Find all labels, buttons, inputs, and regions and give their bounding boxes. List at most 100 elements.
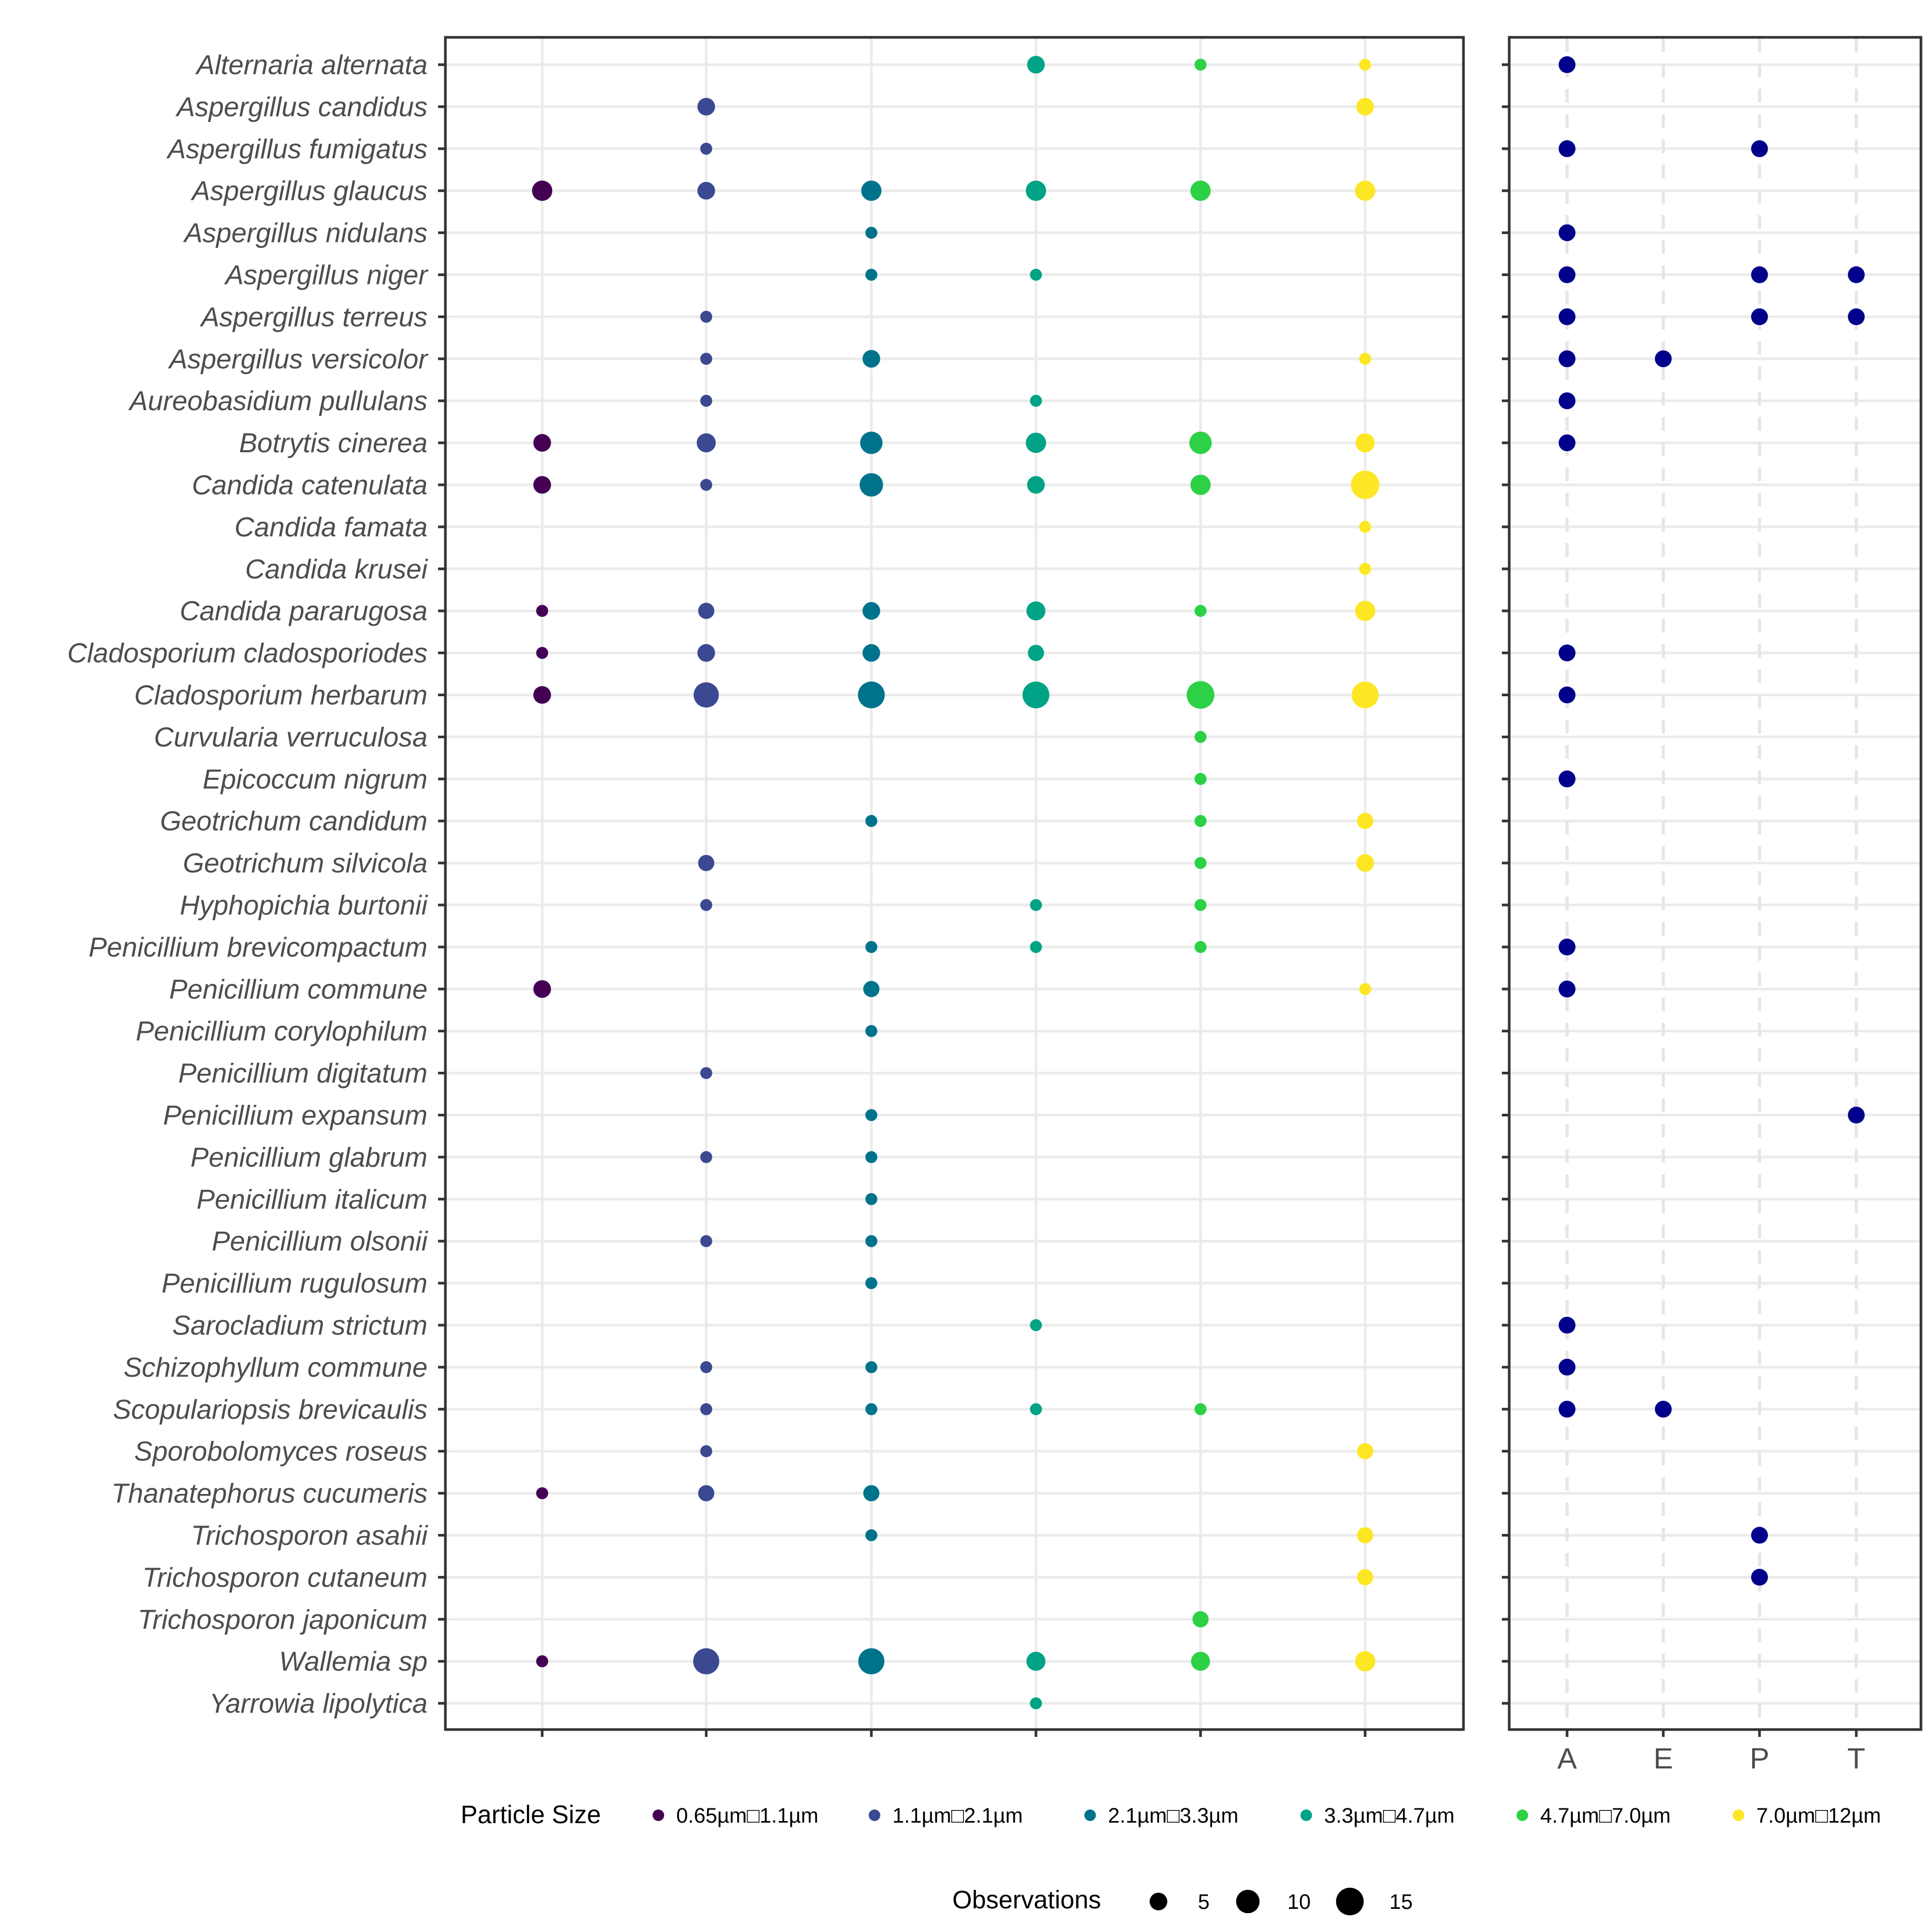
x-label-e: E xyxy=(1653,1742,1673,1775)
bubble-point xyxy=(1194,58,1207,71)
bubble-point xyxy=(1359,521,1371,533)
bubble-point xyxy=(865,1193,878,1205)
legend-color-label: 0.65µm□1.1µm xyxy=(676,1804,818,1827)
legend-color-key xyxy=(869,1809,880,1821)
bubble-point xyxy=(700,1361,713,1374)
presence-point xyxy=(1559,434,1575,452)
species-label: Penicillium commune xyxy=(169,974,428,1005)
left-axis-ticks xyxy=(438,63,1367,1737)
bubble-point xyxy=(865,815,878,827)
legend-size-label: 5 xyxy=(1198,1890,1209,1914)
species-label: Penicillium corylophilum xyxy=(136,1016,428,1047)
species-label: Botrytis cinerea xyxy=(239,428,428,459)
bubble-point xyxy=(696,433,716,453)
presence-point xyxy=(1559,56,1575,73)
species-label: Aspergillus glaucus xyxy=(190,176,428,207)
bubble-point xyxy=(1356,98,1374,116)
legend-color-key xyxy=(1084,1809,1096,1821)
species-label: Penicillium glabrum xyxy=(190,1142,428,1173)
presence-point xyxy=(1559,980,1575,998)
right-panel-border xyxy=(1508,36,1923,1731)
bubble-point xyxy=(698,603,715,619)
bubble-point xyxy=(865,941,878,953)
bubble-point xyxy=(858,682,885,708)
legend-color-label: 7.0µm□12µm xyxy=(1756,1804,1881,1827)
observations-legend-title: Observations xyxy=(952,1886,1101,1914)
species-label: Aureobasidium pullulans xyxy=(128,386,428,416)
bubble-point xyxy=(1190,180,1211,201)
presence-point xyxy=(1559,644,1575,662)
bubble-point xyxy=(862,644,880,662)
bubble-point xyxy=(1351,682,1379,708)
species-label: Curvularia verruculosa xyxy=(154,722,428,753)
presence-point xyxy=(1559,266,1575,283)
species-label: Cladosporium cladosporiodes xyxy=(67,638,428,669)
bubble-point xyxy=(1194,941,1207,953)
species-label: Aspergillus nidulans xyxy=(183,218,428,249)
bubble-point xyxy=(1357,1443,1374,1460)
bubble-point xyxy=(698,855,715,871)
species-label: Aspergillus fumigatus xyxy=(166,134,428,165)
legend-color-key xyxy=(1300,1809,1312,1821)
species-label: Penicillium brevicompactum xyxy=(89,932,428,963)
bubble-point xyxy=(860,431,883,454)
bubble-point xyxy=(536,1487,548,1500)
bubble-point xyxy=(1186,681,1215,709)
legend-color-key xyxy=(1517,1809,1528,1821)
species-label: Geotrichum silvicola xyxy=(183,848,428,879)
presence-point xyxy=(1559,1400,1575,1418)
presence-point xyxy=(1655,350,1672,368)
bubble-point xyxy=(536,605,548,617)
bubble-point xyxy=(865,1529,878,1541)
presence-point xyxy=(1751,266,1768,283)
bubble-point xyxy=(863,1485,880,1502)
species-label: Geotrichum candidum xyxy=(160,806,428,837)
bubble-point xyxy=(536,1655,548,1667)
species-label: Candida famata xyxy=(235,512,428,543)
bubble-point xyxy=(1194,772,1207,785)
species-axis-labels: Alternaria alternata Aspergillus candidus… xyxy=(67,50,429,1719)
species-label: Thanatephorus cucumeris xyxy=(111,1479,428,1509)
species-label: Alternaria alternata xyxy=(195,50,428,80)
species-label: Wallemia sp xyxy=(279,1646,428,1677)
bubble-point xyxy=(1022,682,1050,708)
species-label: Aspergillus candidus xyxy=(175,92,428,123)
bubble-point xyxy=(1189,431,1212,454)
species-label: Sarocladium strictum xyxy=(172,1310,428,1341)
bubble-point xyxy=(1357,1569,1374,1585)
bubble-point xyxy=(533,980,551,998)
bubble-point xyxy=(697,181,715,200)
presence-point xyxy=(1559,1317,1575,1334)
species-label: Penicillium rugulosum xyxy=(161,1268,428,1299)
species-label: Cladosporium herbarum xyxy=(134,680,428,711)
species-label: Penicillium expansum xyxy=(163,1101,428,1131)
bubble-point xyxy=(865,1109,878,1121)
bubble-point xyxy=(1025,432,1046,453)
left-panel-border xyxy=(444,36,1465,1731)
species-label: Trichosporon japonicum xyxy=(138,1604,428,1635)
legend-color-key xyxy=(1733,1809,1744,1821)
legend-color-label: 1.1µm□2.1µm xyxy=(892,1804,1023,1827)
species-label: Aspergillus niger xyxy=(224,260,429,291)
particle-size-legend-title: Particle Size xyxy=(461,1801,601,1829)
legend-size-key xyxy=(1336,1887,1364,1916)
bubble-point xyxy=(1357,1527,1374,1543)
x-label-t: T xyxy=(1847,1742,1865,1775)
bubble-point xyxy=(1194,857,1207,869)
bubble-point xyxy=(862,350,880,368)
species-label: Candida krusei xyxy=(245,554,428,585)
presence-point xyxy=(1848,308,1865,326)
bubble-point xyxy=(1359,983,1371,995)
presence-point xyxy=(1559,140,1575,157)
bubble-point xyxy=(1192,1611,1209,1628)
bubble-point xyxy=(1351,471,1379,499)
presence-point xyxy=(1559,770,1575,788)
legend-size-key xyxy=(1236,1889,1260,1914)
bubble-point xyxy=(697,644,715,662)
bubble-point xyxy=(865,269,878,281)
legend-color-label: 3.3µm□4.7µm xyxy=(1324,1804,1455,1827)
bubble-point xyxy=(861,180,882,201)
species-label: Aspergillus terreus xyxy=(199,302,428,332)
